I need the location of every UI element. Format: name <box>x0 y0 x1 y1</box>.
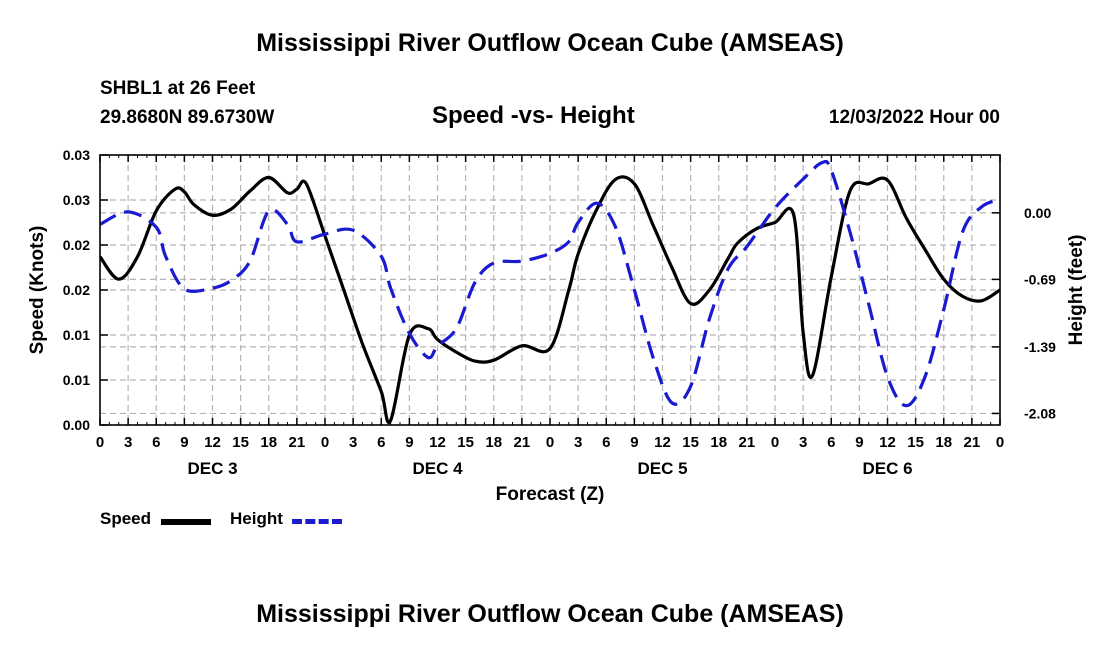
chart-title: Speed -vs- Height <box>432 102 635 129</box>
day-label: DEC 3 <box>187 459 237 478</box>
x-tick-label: 12 <box>654 434 671 451</box>
x-tick-label: 3 <box>574 434 582 451</box>
x-tick-label: 21 <box>514 434 531 451</box>
y-tick-label: 0.00 <box>63 417 90 433</box>
x-tick-label: 21 <box>964 434 981 451</box>
y2-tick-label: -1.39 <box>1024 339 1056 355</box>
x-tick-label: 15 <box>907 434 924 451</box>
y-axis-title: Speed (Knots) <box>27 226 48 355</box>
series-line-speed <box>100 175 1000 425</box>
y-tick-label: 0.02 <box>63 282 90 298</box>
x-tick-label: 15 <box>232 434 249 451</box>
legend-height-label: Height <box>230 509 283 528</box>
x-tick-label: 0 <box>996 434 1004 451</box>
x-tick-label: 0 <box>771 434 779 451</box>
main-title: Mississippi River Outflow Ocean Cube (AM… <box>256 29 844 57</box>
y-tick-label: 0.02 <box>63 237 90 253</box>
x-tick-label: 3 <box>799 434 807 451</box>
x-axis-title: Forecast (Z) <box>496 484 605 505</box>
x-tick-label: 18 <box>485 434 502 451</box>
x-tick-label: 15 <box>682 434 699 451</box>
x-tick-label: 21 <box>739 434 756 451</box>
y2-tick-label: -2.08 <box>1024 405 1056 421</box>
x-tick-label: 12 <box>429 434 446 451</box>
day-label: DEC 6 <box>862 459 912 478</box>
x-tick-label: 3 <box>124 434 132 451</box>
legend-speed-label: Speed <box>100 509 152 528</box>
y-tick-label: 0.01 <box>63 372 90 388</box>
x-tick-label: 0 <box>96 434 104 451</box>
x-tick-label: 9 <box>405 434 413 451</box>
day-label: DEC 4 <box>412 459 463 478</box>
station-coords: 29.8680N 89.6730W <box>100 107 275 128</box>
plot-frame <box>99 154 1001 426</box>
y2-tick-label: -0.69 <box>1024 271 1056 287</box>
x-tick-label: 15 <box>457 434 474 451</box>
x-tick-label: 6 <box>152 434 160 451</box>
series-line-height <box>100 159 1000 408</box>
x-tick-label: 18 <box>260 434 277 451</box>
x-tick-label: 9 <box>180 434 188 451</box>
x-tick-label: 12 <box>879 434 896 451</box>
y2-tick-label: 0.00 <box>1024 205 1051 221</box>
x-tick-label: 6 <box>827 434 835 451</box>
x-tick-label: 12 <box>204 434 221 451</box>
y-tick-label: 0.01 <box>63 327 90 343</box>
day-label: DEC 5 <box>637 459 687 478</box>
footer-title: Mississippi River Outflow Ocean Cube (AM… <box>256 600 844 628</box>
x-tick-label: 6 <box>602 434 610 451</box>
legend-speed-swatch <box>161 519 211 525</box>
forecast-timestamp: 12/03/2022 Hour 00 <box>828 107 1000 128</box>
x-tick-label: 18 <box>710 434 727 451</box>
speed-height-chart: 0 3 6 9 12 15 18 21 0 3 6 9 12 15 18 21 0 3 6 9 12 15 18 21 0 3 6 9… <box>27 147 1087 505</box>
x-tick-label: 6 <box>377 434 385 451</box>
y-tick-label: 0.03 <box>63 192 90 208</box>
y2-axis-title: Height (feet) <box>1066 235 1087 346</box>
x-tick-label: 0 <box>321 434 329 451</box>
x-tick-label: 0 <box>546 434 554 451</box>
legend-height-swatch <box>292 519 342 524</box>
y-tick-label: 0.03 <box>63 147 90 163</box>
x-tick-label: 21 <box>289 434 306 451</box>
x-tick-label: 9 <box>630 434 638 451</box>
station-label: SHBL1 at 26 Feet <box>100 78 256 99</box>
x-tick-label: 18 <box>935 434 952 451</box>
x-tick-label: 3 <box>349 434 357 451</box>
x-tick-label: 9 <box>855 434 863 451</box>
